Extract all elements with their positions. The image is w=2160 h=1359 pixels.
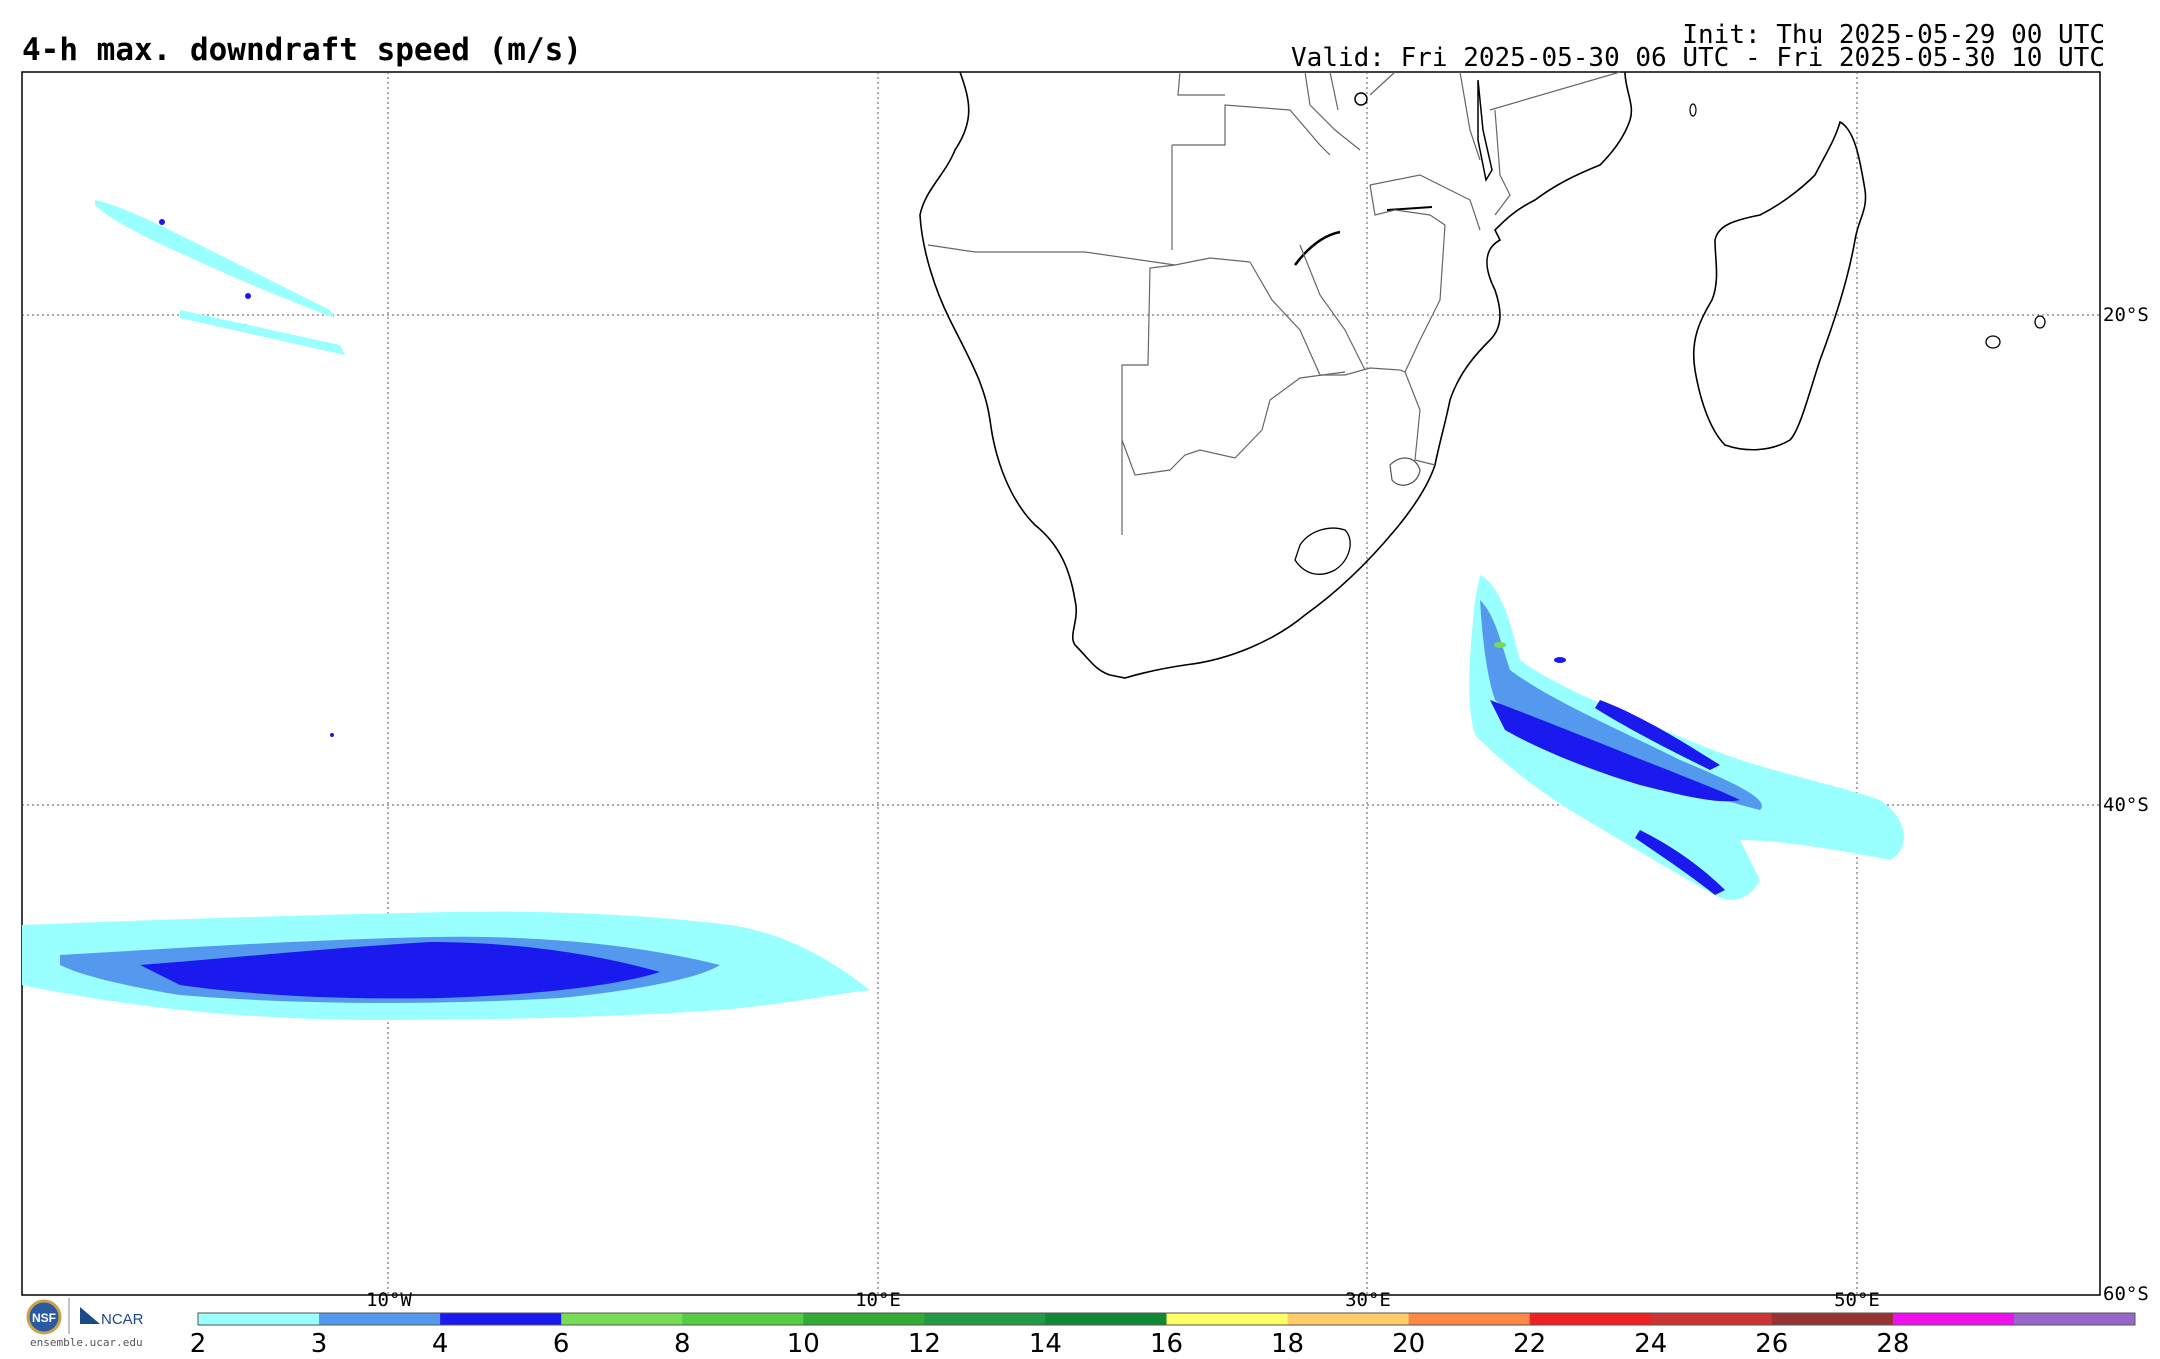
colorbar-swatch bbox=[1287, 1313, 1410, 1325]
comoros-island bbox=[1689, 103, 1697, 117]
colorbar-swatch bbox=[1166, 1313, 1289, 1325]
colorbar-tick-label: 28 bbox=[1876, 1329, 1910, 1359]
nsf-ncar-logo: NSF NCAR bbox=[26, 1298, 144, 1335]
colorbar-swatch bbox=[319, 1313, 441, 1325]
colorbar-swatch bbox=[803, 1313, 925, 1325]
colorbar-swatch bbox=[1529, 1313, 1652, 1325]
colorbar-swatch bbox=[1650, 1313, 1773, 1325]
colorbar-swatch bbox=[198, 1313, 320, 1325]
colorbar bbox=[197, 1312, 2136, 1326]
colorbar-tick-label: 10 bbox=[786, 1329, 820, 1359]
colorbar-swatch bbox=[682, 1313, 804, 1325]
colorbar-tick-label: 2 bbox=[189, 1329, 207, 1359]
mauritius-island bbox=[1985, 335, 2001, 349]
map-title: 4-h max. downdraft speed (m/s) bbox=[22, 32, 582, 68]
graticule bbox=[22, 72, 2100, 1295]
colorbar-tick-label: 12 bbox=[907, 1329, 941, 1359]
eswatini-border bbox=[1389, 457, 1421, 486]
colorbar-tick-label: 8 bbox=[673, 1329, 691, 1359]
colorbar-swatch bbox=[1045, 1313, 1167, 1325]
colorbar-swatch bbox=[440, 1313, 562, 1325]
colorbar-swatch bbox=[1771, 1313, 1894, 1325]
lat-label-20s: 20°S bbox=[2103, 304, 2149, 326]
colorbar-tick-label: 18 bbox=[1271, 1329, 1305, 1359]
lake-cahora bbox=[1386, 206, 1433, 211]
logo-url: ensemble.ucar.edu bbox=[30, 1336, 143, 1349]
colorbar-tick-label: 24 bbox=[1634, 1329, 1668, 1359]
country-borders bbox=[927, 71, 1621, 535]
reunion-island bbox=[2034, 315, 2046, 329]
colorbar-tick-label: 16 bbox=[1149, 1329, 1184, 1359]
colorbar-tick-label: 4 bbox=[431, 1329, 449, 1359]
colorbar-swatch bbox=[561, 1313, 683, 1325]
colorbar-swatch bbox=[1892, 1313, 2015, 1325]
nsf-logo-icon bbox=[26, 1299, 62, 1335]
lon-label-50e: 50°E bbox=[1834, 1289, 1880, 1311]
colorbar-swatch bbox=[1408, 1313, 1531, 1325]
colorbar-swatch bbox=[2013, 1313, 2136, 1325]
nsf-text: NSF bbox=[32, 1311, 56, 1325]
lake-kariba bbox=[1294, 230, 1341, 266]
colorbar-tick-label: 3 bbox=[310, 1329, 328, 1359]
colorbar-tick-label: 22 bbox=[1513, 1329, 1547, 1359]
colorbar-swatch bbox=[924, 1313, 1046, 1325]
downdraft-band-atlantic bbox=[22, 911, 870, 1020]
madagascar-coastline bbox=[1692, 120, 1867, 451]
ncar-text: NCAR bbox=[101, 1311, 144, 1328]
valid-time: Valid: Fri 2025-05-30 06 UTC - Fri 2025-… bbox=[1291, 43, 2105, 73]
lake-mweru bbox=[1354, 92, 1368, 106]
ncar-logo-icon bbox=[80, 1307, 100, 1324]
lat-label-60s: 60°S bbox=[2103, 1283, 2149, 1305]
colorbar-tick-label: 14 bbox=[1028, 1329, 1062, 1359]
lon-label-30e: 30°E bbox=[1345, 1289, 1391, 1311]
lon-label-10w: 10°W bbox=[366, 1289, 412, 1311]
colorbar-tick-label: 20 bbox=[1392, 1329, 1426, 1359]
init-time: Init: Thu 2025-05-29 00 UTC bbox=[1682, 20, 2105, 50]
colorbar-frame bbox=[197, 1312, 2136, 1326]
downdraft-band-southeast bbox=[1469, 575, 1904, 900]
lake-malawi bbox=[1477, 79, 1493, 183]
map-frame bbox=[21, 71, 2101, 1296]
africa-coastline bbox=[919, 71, 1633, 679]
lon-label-10e: 10°E bbox=[855, 1289, 901, 1311]
downdraft-cells-northwest bbox=[95, 200, 345, 737]
lat-label-40s: 40°S bbox=[2103, 794, 2149, 816]
colorbar-tick-label: 6 bbox=[552, 1329, 570, 1359]
lesotho-border bbox=[1294, 527, 1351, 575]
colorbar-tick-label: 26 bbox=[1755, 1329, 1789, 1359]
